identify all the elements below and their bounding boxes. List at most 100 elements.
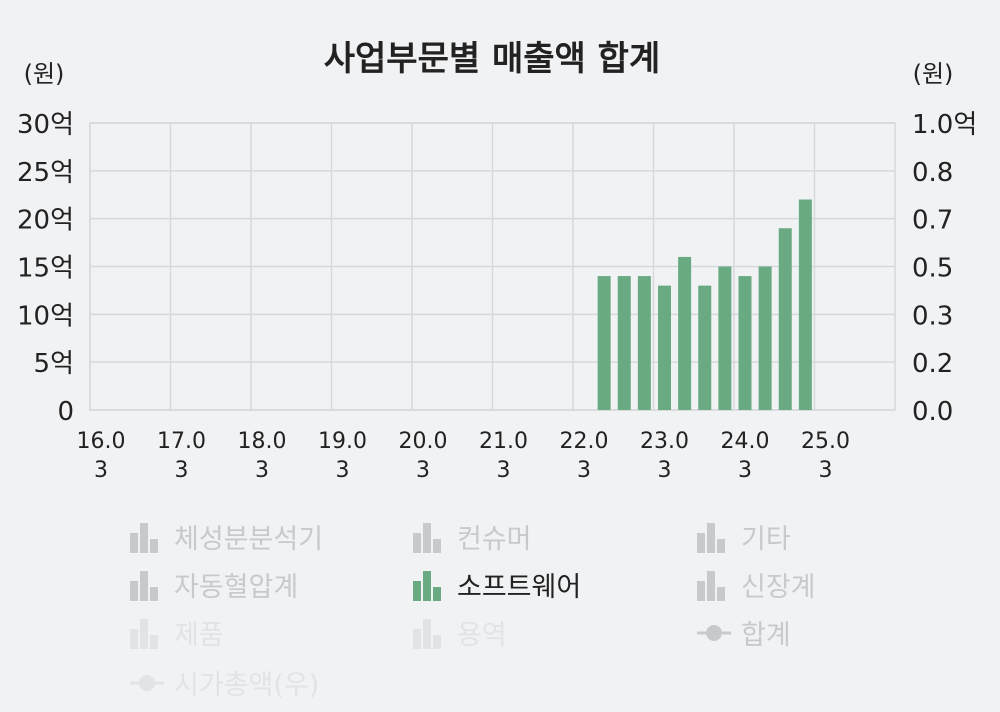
- x-tick-label: 3: [336, 458, 350, 483]
- legend-item-height-scale[interactable]: 신장계: [695, 564, 816, 604]
- bar-icon: [130, 619, 158, 649]
- x-tick-label: 17.0: [157, 429, 206, 454]
- bar-icon-part: [413, 629, 421, 649]
- legend-item-blood-pressure[interactable]: 자동혈압계: [128, 564, 298, 604]
- left-tick-label: 30억: [17, 110, 74, 140]
- left-tick-label: 10억: [17, 301, 74, 331]
- bar-icon: [697, 523, 725, 553]
- bar-icon-part: [717, 539, 725, 553]
- right-tick-label: 0.8: [912, 158, 953, 188]
- bar-icon-part: [150, 635, 158, 649]
- x-tick-label: 3: [175, 458, 189, 483]
- bar-icon-part: [423, 523, 431, 553]
- bar-icon: [697, 571, 725, 601]
- left-axis: 0 5억 10억 15억 20억 25억 30억: [17, 110, 74, 427]
- legend-label: 용역: [457, 619, 507, 651]
- bar-icon-part: [130, 581, 138, 601]
- right-axis-unit: (원): [913, 60, 954, 88]
- left-tick-label: 5억: [34, 349, 74, 379]
- left-axis-unit: (원): [24, 60, 65, 88]
- bar-icon-part: [150, 539, 158, 553]
- legend-label: 컨슈머: [457, 523, 532, 555]
- x-tick-label: 23.0: [640, 429, 689, 454]
- bar-icon-part: [413, 533, 421, 553]
- x-tick-label: 19.0: [318, 429, 367, 454]
- right-tick-label: 0.7: [912, 206, 953, 236]
- grid-lines: [89, 122, 896, 411]
- bar-icon-part: [413, 581, 421, 601]
- bar-icon-part: [433, 587, 441, 601]
- bar-icon-part: [697, 581, 705, 601]
- legend-label: 합계: [741, 619, 791, 651]
- legend-item-total[interactable]: 합계: [695, 612, 791, 652]
- legend-item-software[interactable]: 소프트웨어: [411, 564, 581, 604]
- right-axis: 0.0 0.2 0.3 0.5 0.7 0.8 1.0억: [912, 110, 977, 427]
- x-tick-label: 22.0: [560, 429, 609, 454]
- x-tick-label: 16.0: [77, 429, 126, 454]
- legend-item-product[interactable]: 제품: [128, 612, 224, 652]
- bar-icon: [130, 571, 158, 601]
- bar-icon-part: [140, 619, 148, 649]
- bar: [637, 276, 651, 410]
- right-tick-label: 0.3: [912, 301, 953, 331]
- x-axis: 16.0 3 17.0 3 18.0 3 19.0 3 20.0 3 21.0 3 22.0 3 23.0 3…: [77, 429, 850, 483]
- legend-label: 신장계: [741, 571, 816, 603]
- bar-icon-part: [423, 571, 431, 601]
- x-tick-label: 24.0: [721, 429, 770, 454]
- bar-icon: [130, 523, 158, 553]
- left-tick-label: 0: [57, 397, 74, 427]
- bar-series: [597, 199, 812, 410]
- x-tick-label: 18.0: [238, 429, 287, 454]
- x-tick-label: 3: [738, 458, 752, 483]
- legend-label: 소프트웨어: [457, 571, 582, 603]
- line-marker-icon: [697, 625, 731, 641]
- x-tick-label: 3: [94, 458, 108, 483]
- bar-icon-part: [433, 635, 441, 649]
- bar-icon-part: [423, 619, 431, 649]
- chart-title: 사업부문별 매출액 합계: [324, 39, 660, 79]
- bar: [758, 266, 772, 410]
- bar-icon-part: [150, 587, 158, 601]
- bar-icon: [413, 571, 441, 601]
- bar-icon: [413, 619, 441, 649]
- x-tick-label: 3: [497, 458, 511, 483]
- legend-label: 체성분분석기: [174, 523, 324, 555]
- x-tick-label: 3: [577, 458, 591, 483]
- bar-icon-part: [140, 571, 148, 601]
- x-tick-label: 20.0: [399, 429, 448, 454]
- left-tick-label: 25억: [17, 158, 74, 188]
- bar: [597, 276, 611, 410]
- bar: [658, 285, 671, 410]
- legend-label: 제품: [174, 619, 224, 651]
- marker-icon-part: [139, 675, 155, 691]
- bar: [617, 276, 631, 410]
- legend-item-consumer[interactable]: 컨슈머: [411, 516, 532, 556]
- legend-item-service[interactable]: 용역: [411, 612, 507, 652]
- line-marker-icon: [130, 675, 164, 691]
- bar-icon-part: [707, 571, 715, 601]
- legend-label: 시가총액(우): [174, 669, 320, 701]
- bar-icon-part: [140, 523, 148, 553]
- legend-item-body-composition[interactable]: 체성분분석기: [128, 516, 323, 556]
- right-tick-label: 0.0: [912, 397, 953, 427]
- right-tick-label: 0.2: [912, 349, 953, 379]
- bar: [698, 285, 712, 410]
- x-tick-label: 3: [416, 458, 430, 483]
- legend-item-market-cap[interactable]: 시가총액(우): [128, 662, 319, 702]
- bar-icon-part: [130, 533, 138, 553]
- marker-icon-part: [706, 625, 722, 641]
- x-tick-label: 25.0: [801, 429, 850, 454]
- x-tick-label: 3: [819, 458, 833, 483]
- x-tick-label: 3: [255, 458, 269, 483]
- left-tick-label: 15억: [17, 254, 74, 284]
- legend-label: 기타: [741, 523, 791, 555]
- bar: [798, 199, 812, 410]
- legend-item-other[interactable]: 기타: [695, 516, 791, 556]
- x-tick-label: 3: [658, 458, 672, 483]
- bar: [778, 228, 792, 410]
- right-tick-label: 0.5: [912, 254, 953, 284]
- bar: [718, 266, 732, 410]
- bar-icon-part: [697, 533, 705, 553]
